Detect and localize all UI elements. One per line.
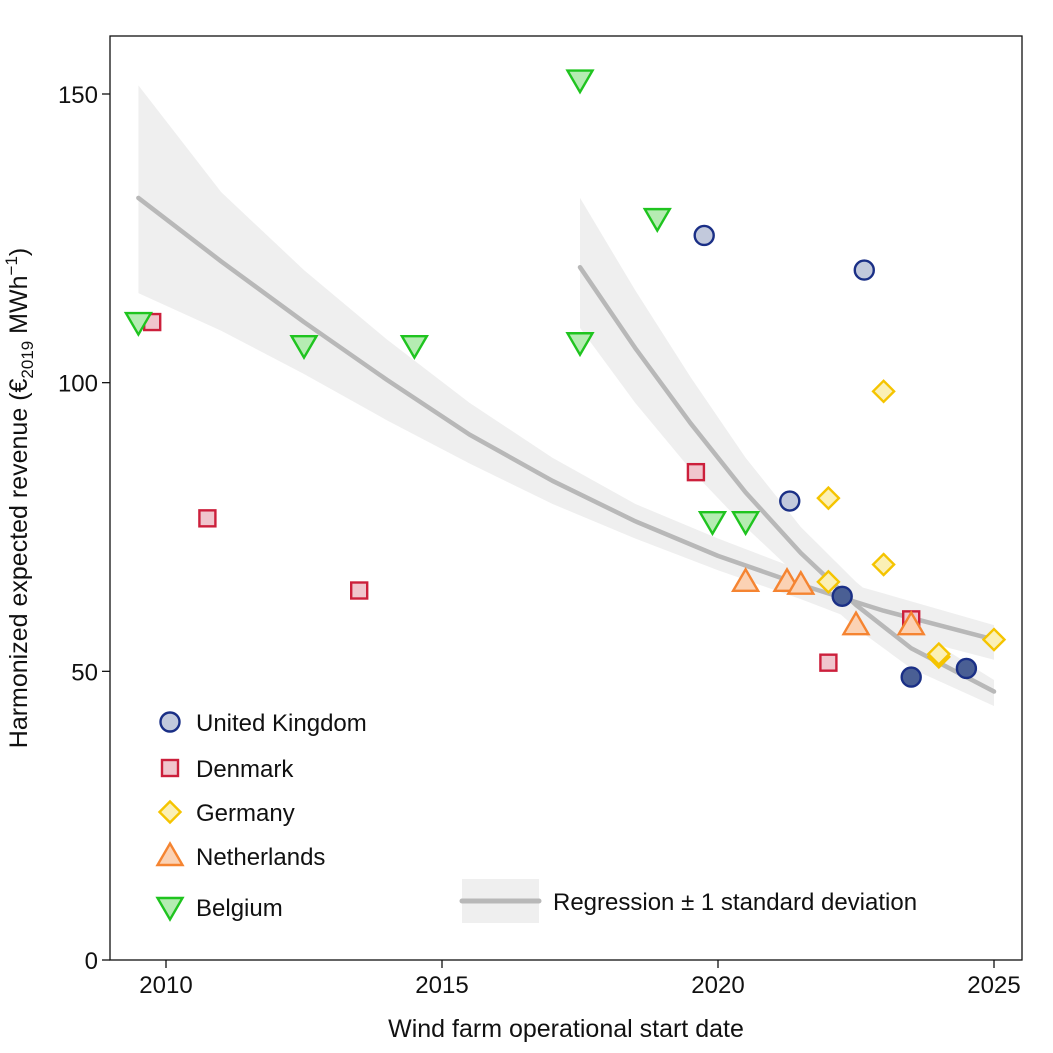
y-tick-label-150: 150 (58, 82, 98, 109)
regression-line-2 (577, 264, 997, 694)
point-germany-7 (981, 627, 1007, 652)
y-axis-title: Harmonized expected revenue (€2019 MWh−1… (2, 248, 37, 748)
point-denmark-5 (819, 653, 838, 672)
x-tick-label-2010: 2010 (139, 972, 192, 999)
y-tick-label-50: 50 (71, 659, 98, 686)
legend-marker-netherlands (155, 841, 185, 867)
legend-marker-denmark (160, 758, 180, 778)
regression-band-2 (580, 197, 994, 706)
plot-frame (109, 35, 1023, 961)
point-denmark-3 (350, 581, 369, 600)
x-tick-label-2025: 2025 (967, 972, 1020, 999)
point-germany-6 (926, 641, 951, 667)
regression-legend-label: Regression ± 1 standard deviation (553, 889, 917, 916)
point-germany-2 (816, 485, 841, 511)
x-axis-title: Wind farm operational start date (388, 1015, 744, 1043)
legend-marker-united-kingdom (159, 711, 181, 733)
y-axis-title-main: Harmonized expected revenue (€ (5, 378, 33, 748)
data-markers (123, 69, 1007, 688)
point-belgium-3 (399, 334, 429, 361)
point-belgium-5 (565, 332, 595, 358)
point-belgium-6 (642, 207, 672, 234)
point-netherlands-5 (896, 610, 926, 636)
point-united-kingdom-6 (955, 657, 978, 680)
y-axis-title-unit: MWh (5, 275, 33, 340)
point-united-kingdom-4 (831, 585, 853, 607)
y-axis-title-superscript: −1 (2, 256, 21, 275)
legend-label-belgium: Belgium (196, 895, 283, 922)
point-belgium-7 (697, 511, 728, 537)
point-belgium-8 (731, 511, 761, 537)
point-netherlands-3 (786, 569, 816, 595)
point-united-kingdom-1 (693, 224, 715, 247)
point-united-kingdom-3 (779, 490, 801, 512)
regression-bands (138, 85, 994, 706)
legend-label-germany: Germany (196, 800, 295, 827)
legend-label-denmark: Denmark (196, 756, 294, 783)
legend-marker-belgium (155, 896, 185, 922)
point-denmark-2 (198, 509, 217, 528)
legend-label-united-kingdom: United Kingdom (196, 710, 367, 737)
x-tick-label-2015: 2015 (415, 972, 468, 999)
point-germany-3 (816, 569, 841, 595)
regression-legend: Regression ± 1 standard deviation (459, 879, 917, 923)
point-belgium-2 (289, 334, 319, 361)
y-tick-label-100: 100 (58, 371, 98, 398)
legend-marker-germany (157, 799, 183, 825)
x-axis-ticks: 2010 2015 2020 2025 (139, 960, 1021, 999)
y-axis-title-subscript: 2019 (18, 341, 37, 379)
x-tick-label-2020: 2020 (691, 972, 744, 999)
y-axis-title-close: ) (5, 248, 33, 256)
y-tick-label-0: 0 (85, 948, 98, 975)
point-denmark-4 (686, 462, 706, 482)
point-belgium-4 (565, 69, 595, 95)
point-germany-4 (871, 552, 896, 577)
series-netherlands (731, 566, 926, 636)
y-axis-ticks: 0 50 100 150 (58, 82, 110, 975)
point-belgium-1 (123, 311, 153, 337)
regression-band-1 (138, 85, 994, 660)
point-united-kingdom-5 (900, 666, 922, 688)
series-belgium (123, 69, 761, 537)
point-netherlands-1 (731, 566, 761, 593)
series-germany (816, 379, 1007, 670)
point-united-kingdom-2 (853, 259, 875, 281)
legend-label-netherlands: Netherlands (196, 844, 325, 871)
series-united-kingdom (693, 224, 978, 688)
legend: United Kingdom Denmark Germany Netherlands B… (155, 710, 367, 922)
point-netherlands-4 (841, 610, 871, 636)
point-germany-1 (871, 379, 896, 404)
